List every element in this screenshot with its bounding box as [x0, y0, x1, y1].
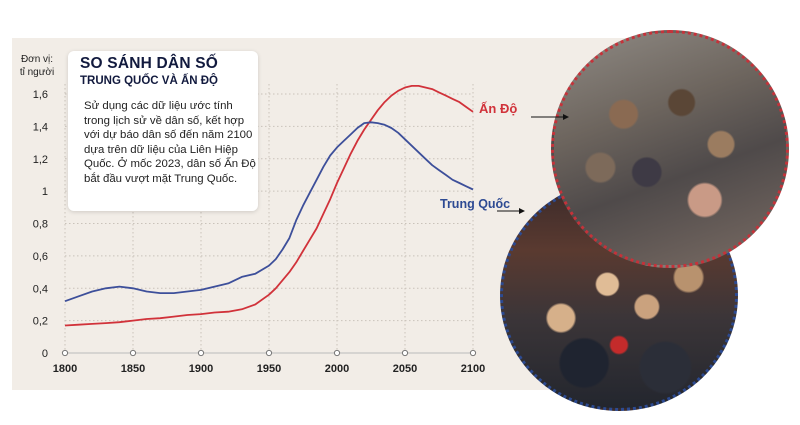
- series-label-india: Ấn Độ: [479, 101, 518, 116]
- y-tick-label: 1,2: [33, 154, 48, 166]
- y-tick-label: 0,6: [33, 251, 48, 263]
- x-tick-label: 2000: [325, 363, 349, 375]
- info-title: SO SÁNH DÂN SỐ: [80, 55, 219, 72]
- y-tick-label: 1,6: [33, 89, 48, 101]
- x-tick-marker: [333, 349, 341, 357]
- x-tick-label: 1850: [121, 363, 145, 375]
- x-tick-label: 1800: [53, 363, 77, 375]
- series-line-india: [64, 85, 474, 327]
- series-label-china: Trung Quốc: [440, 197, 511, 211]
- y-tick-label: 1,4: [33, 121, 48, 133]
- x-tick-marker: [469, 349, 477, 357]
- x-tick-label: 1950: [257, 363, 281, 375]
- info-box: [68, 51, 258, 211]
- y-tick-label: 0,2: [33, 316, 48, 328]
- info-subtitle: TRUNG QUỐC VÀ ẤN ĐỘ: [80, 75, 218, 87]
- unit-label-line2: tỉ người: [19, 67, 55, 78]
- info-text: Sử dụng các dữ liệu ước tính trong lịch …: [84, 100, 256, 185]
- y-tick-label: 0,4: [33, 283, 48, 295]
- x-tick-marker: [197, 349, 205, 357]
- series-line-china: [64, 121, 474, 303]
- unit-label-line1: Đơn vị:: [20, 54, 54, 65]
- x-tick-marker: [129, 349, 137, 357]
- y-tick-label: 1: [42, 186, 48, 198]
- crowd-photo-india: [551, 30, 789, 268]
- x-tick-label: 1900: [189, 363, 213, 375]
- y-tick-label: 0,8: [33, 219, 48, 231]
- x-tick-label: 2100: [461, 363, 485, 375]
- x-tick-marker: [61, 349, 69, 357]
- x-tick-marker: [265, 349, 273, 357]
- y-tick-label: 0: [42, 348, 48, 360]
- x-tick-label: 2050: [393, 363, 417, 375]
- x-tick-marker: [401, 349, 409, 357]
- unit-label: Đơn vị: tỉ người: [14, 53, 60, 79]
